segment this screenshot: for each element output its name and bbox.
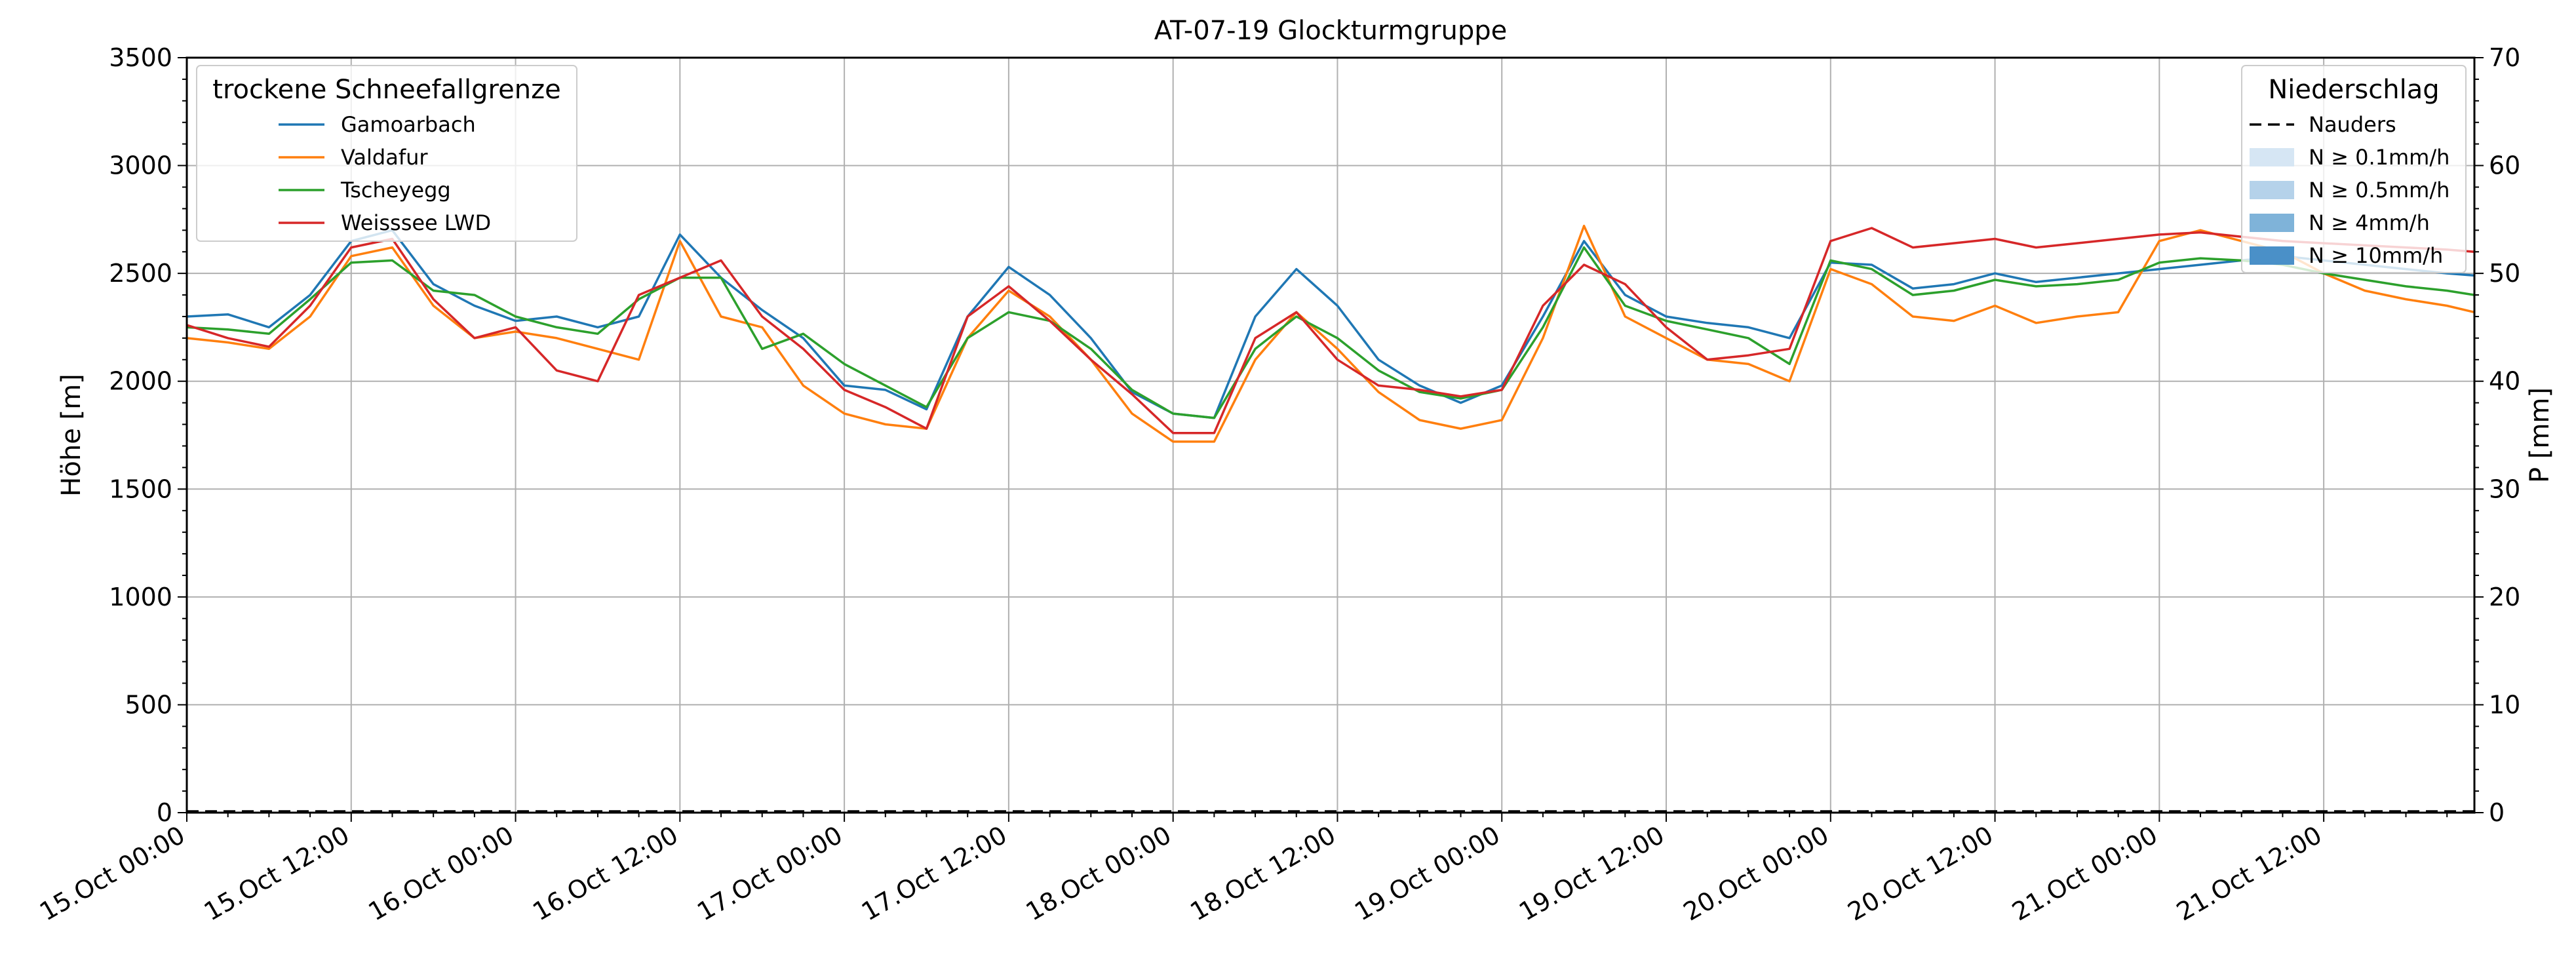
legend-snowline-box: [196, 65, 577, 242]
legend-swatch-precip-3: [2250, 214, 2294, 232]
series-line-gamoarbach: [186, 229, 2475, 419]
y-tick-label-right: 60: [2489, 151, 2520, 180]
y-tick-label-left: 2500: [109, 259, 172, 288]
legend-snowline: trockene Schneefallgrenze Gamoarbach Vald…: [196, 65, 577, 242]
legend-precipitation: Niederschlag Nauders N ≥ 0.1mm/h N ≥ 0.5mm…: [2241, 65, 2467, 273]
legend-label-gamoarbach: Gamoarbach: [341, 112, 476, 137]
y-tick-label-right: 10: [2489, 690, 2520, 719]
legend-label-valdafur: Valdafur: [341, 145, 428, 170]
chart-title: AT-07-19 Glockturmgruppe: [1154, 16, 1507, 46]
legend-precipitation-title: Niederschlag: [2268, 75, 2439, 105]
y-tick-label-right: 20: [2489, 583, 2520, 611]
legend-precipitation-box: [2241, 65, 2467, 273]
series-lines: [186, 224, 2475, 443]
legend-precipitation-entries: Nauders N ≥ 0.1mm/h N ≥ 0.5mm/h N ≥ 4mm/h N …: [2250, 112, 2449, 268]
y-tick-label-left: 3000: [109, 151, 172, 180]
y-tick-label-left: 1500: [109, 474, 172, 503]
legend-label-precip-0: Nauders: [2309, 112, 2396, 137]
y-tick-label-right: 40: [2489, 367, 2520, 396]
legend-label-precip-4: N ≥ 10mm/h: [2309, 243, 2443, 268]
legend-label-precip-3: N ≥ 4mm/h: [2309, 210, 2430, 235]
y-tick-label-left: 1000: [109, 583, 172, 611]
legend-label-weisssee-lwd: Weisssee LWD: [341, 210, 491, 235]
y-axis-label-right: P [mm]: [2525, 387, 2555, 483]
y-tick-label-left: 2000: [109, 367, 172, 396]
plot-frame: [185, 56, 2476, 814]
y-tick-label-left: 500: [125, 690, 172, 719]
legend-label-precip-1: N ≥ 0.1mm/h: [2309, 145, 2449, 170]
legend-swatch-precip-4: [2250, 246, 2294, 265]
y-tick-label-left: 0: [157, 798, 172, 827]
legend-swatch-precip-1: [2250, 148, 2294, 166]
y-axis-label-left: Höhe [m]: [56, 374, 87, 496]
legend-label-tscheyegg: Tscheyegg: [340, 178, 451, 203]
y-tick-label-right: 70: [2489, 43, 2520, 72]
y-tick-label-right: 30: [2489, 474, 2520, 503]
legend-label-precip-2: N ≥ 0.5mm/h: [2309, 178, 2449, 203]
series-line-tscheyegg: [186, 246, 2475, 419]
series-line-valdafur: [186, 224, 2475, 443]
legend-snowline-title: trockene Schneefallgrenze: [212, 75, 560, 105]
right-axis-ticks: 0 10 20 30 40 50 60 70: [2474, 43, 2520, 827]
left-axis-ticks: 0 500 1000 1500 2000 2500 3000 3500: [109, 43, 187, 827]
y-tick-label-right: 0: [2489, 798, 2505, 827]
y-tick-label-right: 50: [2489, 259, 2520, 288]
legend-swatch-precip-2: [2250, 181, 2294, 199]
legend-snowline-entries: Gamoarbach Valdafur Tscheyegg Weisssee LWD: [279, 112, 491, 235]
series-line-weisssee-lwd: [186, 227, 2475, 435]
y-tick-label-left: 3500: [109, 43, 172, 72]
